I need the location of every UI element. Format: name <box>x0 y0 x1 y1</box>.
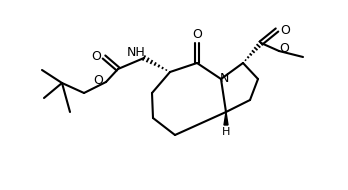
Text: H: H <box>222 127 230 137</box>
Text: N: N <box>219 73 229 86</box>
Polygon shape <box>224 112 228 125</box>
Text: O: O <box>93 74 103 86</box>
Text: NH: NH <box>127 47 145 59</box>
Text: O: O <box>192 28 202 40</box>
Text: O: O <box>279 43 289 55</box>
Text: O: O <box>280 24 290 36</box>
Text: O: O <box>91 51 101 63</box>
